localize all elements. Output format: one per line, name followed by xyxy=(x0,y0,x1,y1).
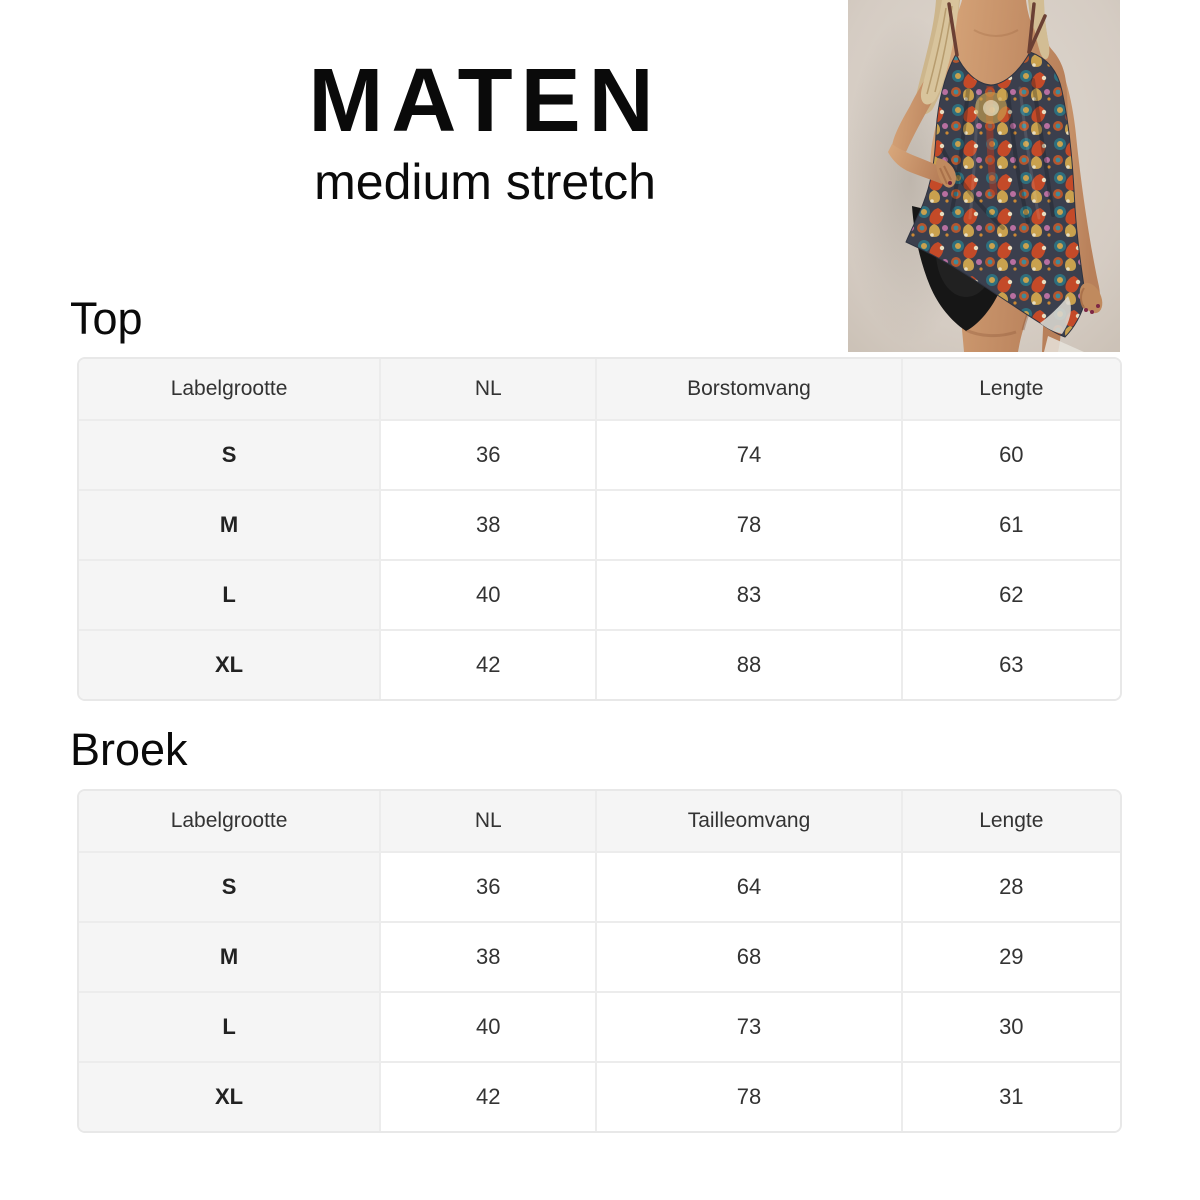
page-title: MATEN xyxy=(308,51,662,151)
measurement-cell: 73 xyxy=(595,991,902,1062)
page-subtitle: medium stretch xyxy=(314,154,656,210)
size-row: S 36 74 60 xyxy=(79,419,1120,490)
section-heading-broek: Broek xyxy=(70,724,188,775)
title-block: MATEN medium stretch xyxy=(185,56,785,210)
measurement-cell: 42 xyxy=(379,1061,597,1131)
top-size-table-container: Labelgrootte NL Borstomvang Lengte S 36 74 60 M 3… xyxy=(77,357,1122,701)
size-label-cell: M xyxy=(79,489,381,560)
measurement-cell: 83 xyxy=(595,559,902,630)
size-label-cell: M xyxy=(79,921,381,992)
size-row: XL 42 88 63 xyxy=(79,629,1120,699)
size-row: XL 42 78 31 xyxy=(79,1061,1120,1131)
measurement-cell: 30 xyxy=(900,991,1120,1062)
header-row: Labelgrootte NL Tailleomvang Lengte xyxy=(79,791,1120,852)
measurement-cell: 68 xyxy=(595,921,902,992)
measurement-cell: 62 xyxy=(900,559,1120,630)
broek-size-table-container: Labelgrootte NL Tailleomvang Lengte S 36 64 28 M… xyxy=(77,789,1122,1133)
section-heading-top: Top xyxy=(70,293,143,344)
measurement-cell: 63 xyxy=(900,629,1120,699)
top-size-table: Labelgrootte NL Borstomvang Lengte S 36 74 60 M 3… xyxy=(79,359,1120,699)
measurement-cell: 74 xyxy=(595,419,902,490)
broek-size-table: Labelgrootte NL Tailleomvang Lengte S 36 64 28 M… xyxy=(79,791,1120,1131)
measurement-cell: 29 xyxy=(900,921,1120,992)
measurement-cell: 28 xyxy=(900,851,1120,922)
measurement-cell: 38 xyxy=(379,921,597,992)
column-header: Labelgrootte xyxy=(79,359,381,420)
column-header: Lengte xyxy=(900,359,1120,420)
size-row: M 38 68 29 xyxy=(79,921,1120,992)
measurement-cell: 36 xyxy=(379,851,597,922)
column-header: Lengte xyxy=(900,791,1120,852)
measurement-cell: 40 xyxy=(379,991,597,1062)
product-photo xyxy=(848,0,1120,352)
column-header: Tailleomvang xyxy=(595,791,902,852)
size-row: M 38 78 61 xyxy=(79,489,1120,560)
measurement-cell: 61 xyxy=(900,489,1120,560)
measurement-cell: 64 xyxy=(595,851,902,922)
size-label-cell: XL xyxy=(79,1061,381,1131)
size-label-cell: S xyxy=(79,419,381,490)
header-row: Labelgrootte NL Borstomvang Lengte xyxy=(79,359,1120,420)
size-row: L 40 83 62 xyxy=(79,559,1120,630)
column-header: NL xyxy=(379,359,597,420)
size-row: L 40 73 30 xyxy=(79,991,1120,1062)
size-label-cell: S xyxy=(79,851,381,922)
size-label-cell: L xyxy=(79,991,381,1062)
measurement-cell: 60 xyxy=(900,419,1120,490)
measurement-cell: 38 xyxy=(379,489,597,560)
measurement-cell: 40 xyxy=(379,559,597,630)
column-header: NL xyxy=(379,791,597,852)
measurement-cell: 36 xyxy=(379,419,597,490)
column-header: Labelgrootte xyxy=(79,791,381,852)
size-label-cell: L xyxy=(79,559,381,630)
measurement-cell: 78 xyxy=(595,489,902,560)
measurement-cell: 31 xyxy=(900,1061,1120,1131)
tankini-model-illustration xyxy=(848,0,1120,352)
size-row: S 36 64 28 xyxy=(79,851,1120,922)
measurement-cell: 78 xyxy=(595,1061,902,1131)
measurement-cell: 88 xyxy=(595,629,902,699)
size-label-cell: XL xyxy=(79,629,381,699)
column-header: Borstomvang xyxy=(595,359,902,420)
measurement-cell: 42 xyxy=(379,629,597,699)
